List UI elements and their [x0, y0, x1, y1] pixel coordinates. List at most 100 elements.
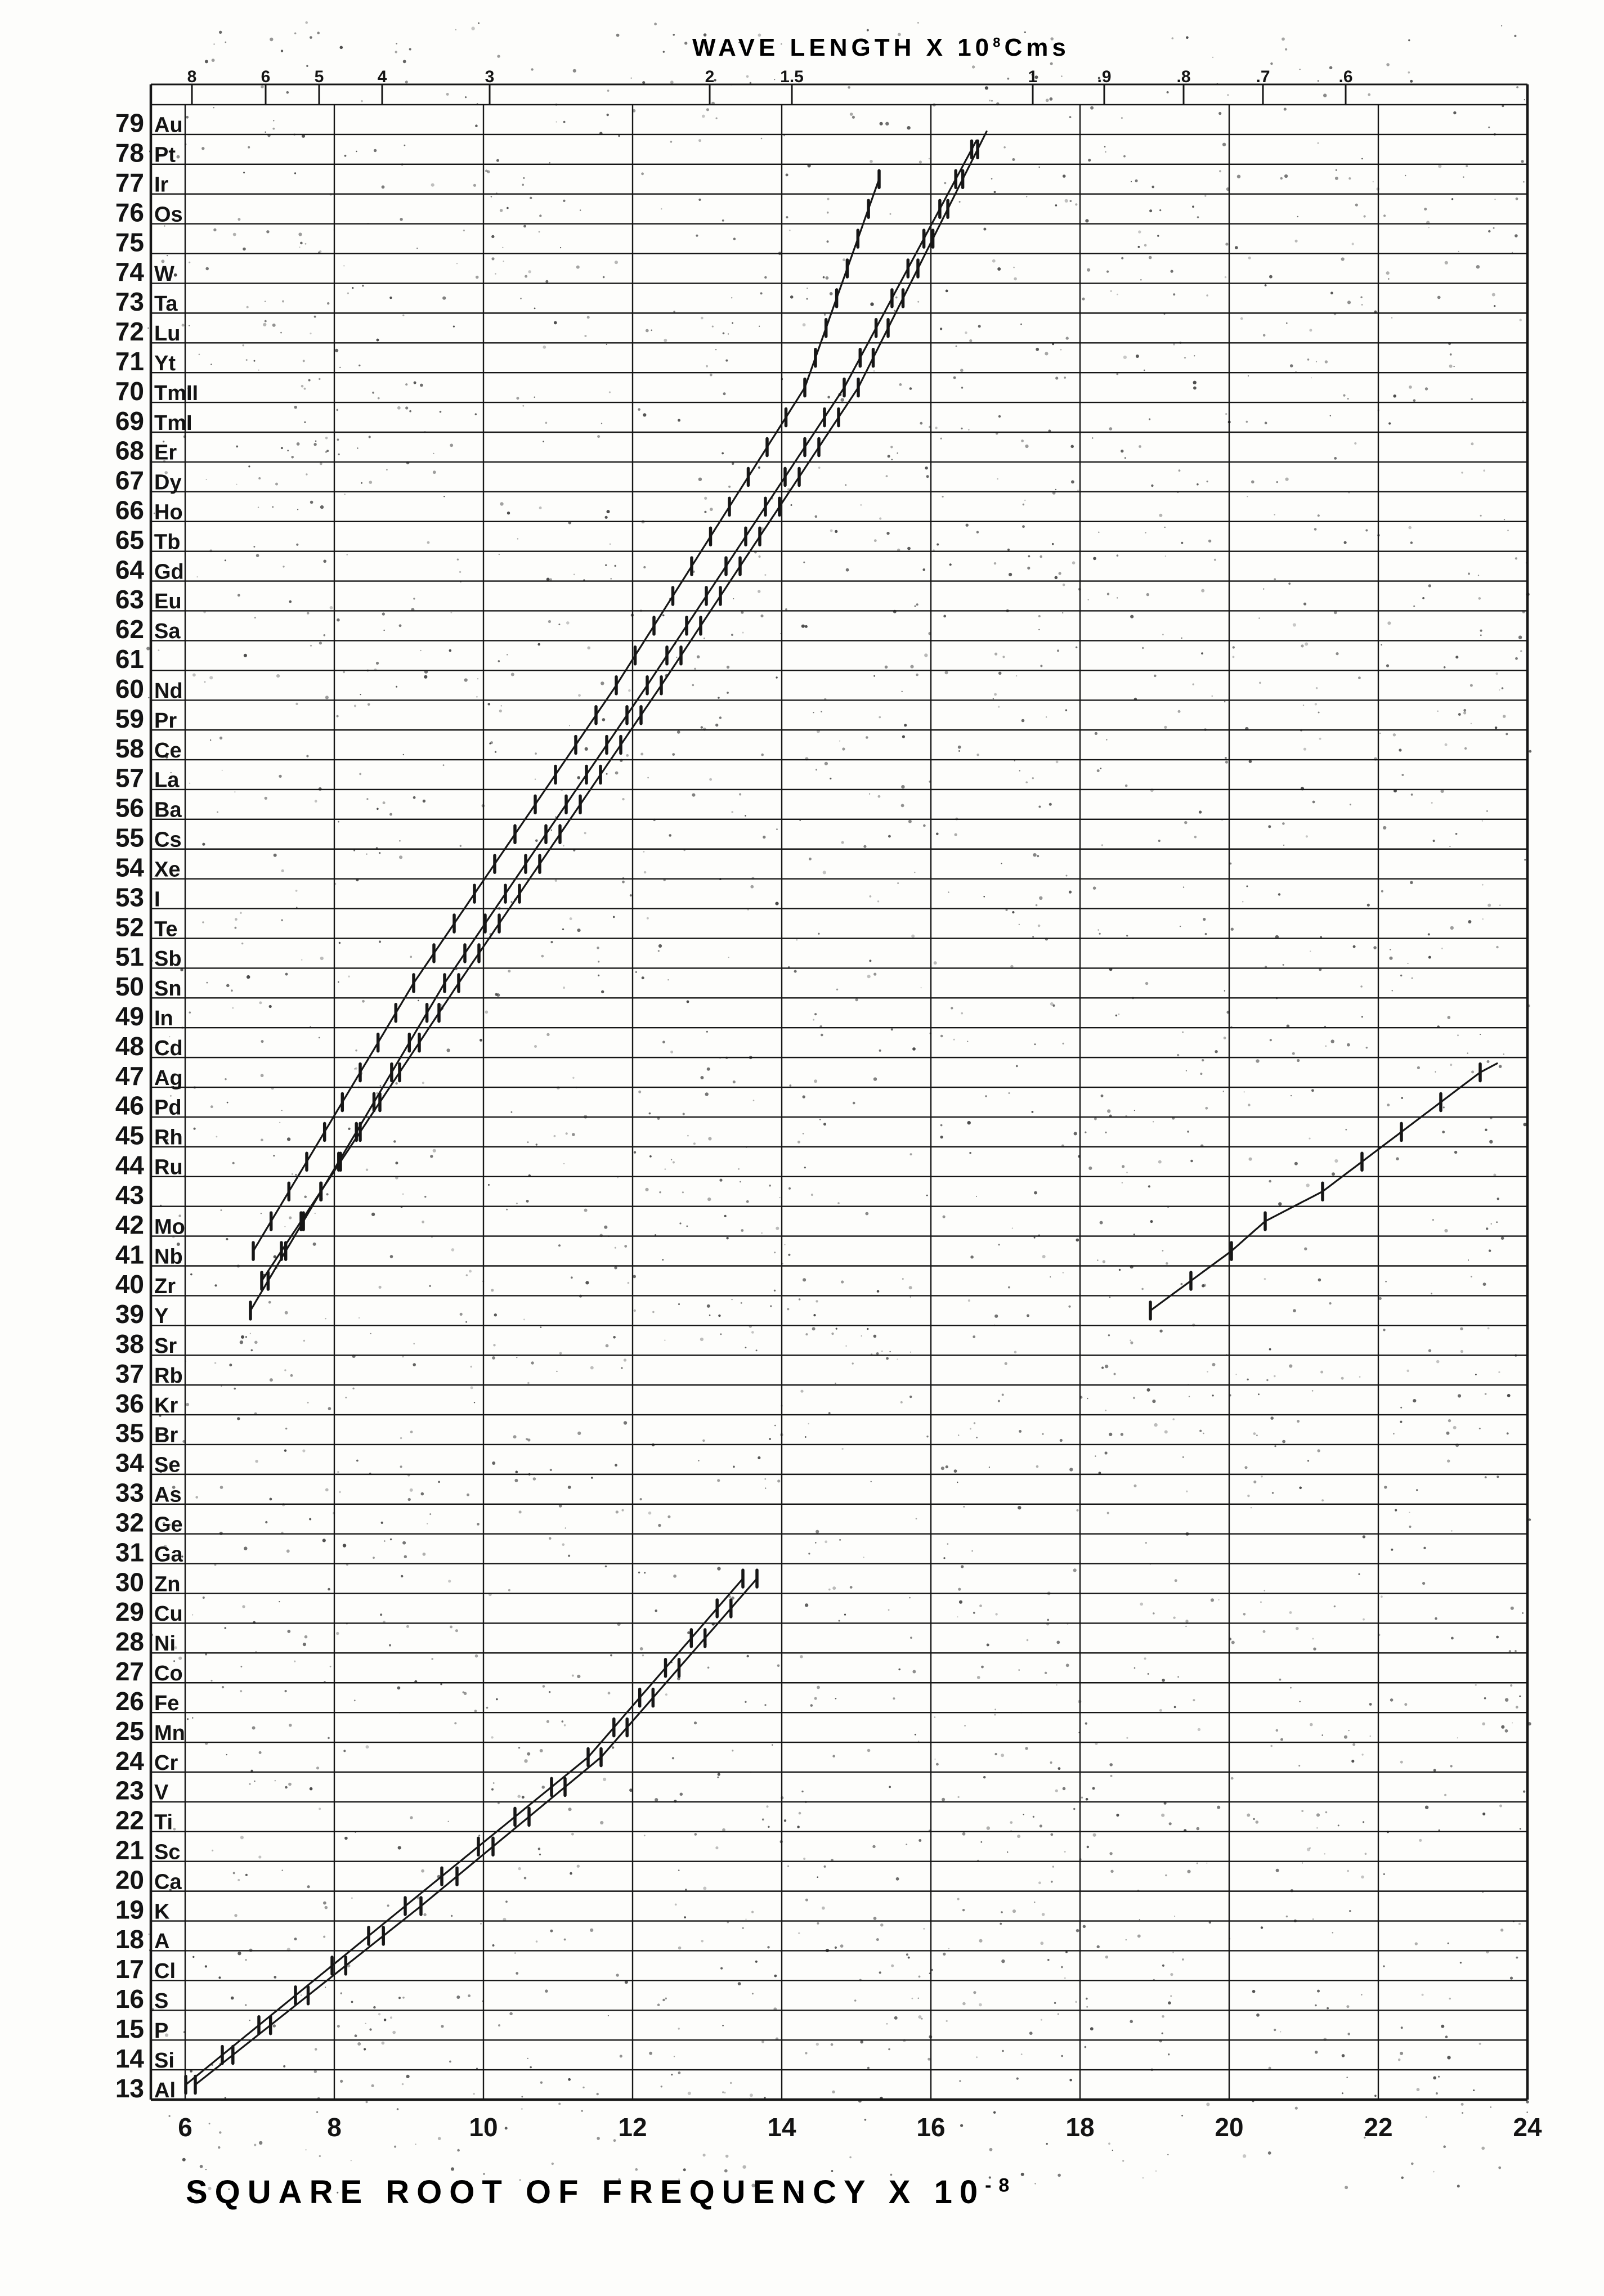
svg-text:14: 14: [115, 2044, 145, 2073]
svg-text:46: 46: [115, 1091, 144, 1120]
svg-text:Ag: Ag: [154, 1066, 183, 1090]
svg-text:61: 61: [115, 644, 144, 674]
svg-text:Si: Si: [154, 2049, 174, 2073]
svg-text:79: 79: [115, 109, 144, 138]
svg-text:74: 74: [115, 257, 145, 286]
svg-text:Al: Al: [154, 2079, 176, 2102]
svg-text:Zn: Zn: [154, 1572, 180, 1596]
svg-text:Mn: Mn: [154, 1721, 185, 1745]
svg-text:Sr: Sr: [154, 1334, 177, 1358]
svg-text:37: 37: [115, 1359, 144, 1388]
svg-text:63: 63: [115, 585, 144, 614]
svg-text:P: P: [154, 2019, 168, 2043]
svg-text:In: In: [154, 1007, 173, 1030]
svg-text:Pd: Pd: [154, 1096, 182, 1120]
svg-text:34: 34: [115, 1449, 145, 1478]
svg-text:Cu: Cu: [154, 1602, 183, 1626]
svg-text:Rb: Rb: [154, 1364, 183, 1388]
svg-text:18: 18: [1065, 2113, 1094, 2142]
svg-text:5: 5: [315, 68, 324, 86]
svg-text:17: 17: [115, 1954, 144, 1984]
svg-text:6: 6: [261, 68, 271, 86]
svg-text:4: 4: [378, 68, 387, 86]
svg-text:Ir: Ir: [154, 173, 169, 197]
svg-text:60: 60: [115, 674, 144, 703]
svg-text:23: 23: [115, 1776, 144, 1805]
svg-text:12: 12: [618, 2113, 647, 2142]
svg-text:59: 59: [115, 704, 144, 733]
svg-text:Ge: Ge: [154, 1513, 183, 1537]
svg-text:29: 29: [115, 1597, 144, 1626]
svg-text:La: La: [154, 769, 180, 792]
svg-text:W: W: [154, 262, 174, 286]
svg-text:1.5: 1.5: [780, 68, 804, 86]
svg-text:Lu: Lu: [154, 322, 180, 346]
svg-text:Sb: Sb: [154, 947, 182, 971]
svg-text:Mo: Mo: [154, 1215, 185, 1239]
svg-text:Te: Te: [154, 917, 178, 941]
svg-text:57: 57: [115, 764, 144, 793]
svg-text:31: 31: [115, 1537, 144, 1567]
svg-text:76: 76: [115, 198, 144, 227]
svg-text:8: 8: [327, 2113, 342, 2142]
svg-text:.8: .8: [1176, 68, 1190, 86]
svg-text:Au: Au: [154, 114, 183, 137]
svg-text:20: 20: [115, 1865, 144, 1894]
svg-text:38: 38: [115, 1329, 144, 1358]
svg-text:I: I: [154, 887, 160, 911]
svg-text:22: 22: [1364, 2113, 1392, 2142]
svg-text:Co: Co: [154, 1662, 183, 1685]
svg-text:V: V: [154, 1781, 169, 1805]
svg-text:68: 68: [115, 436, 144, 465]
svg-text:Br: Br: [154, 1424, 178, 1447]
svg-text:67: 67: [115, 466, 144, 495]
svg-text:Nd: Nd: [154, 679, 183, 703]
svg-text:13: 13: [115, 2074, 144, 2103]
svg-text:Ho: Ho: [154, 501, 183, 524]
svg-text:51: 51: [115, 942, 144, 971]
svg-text:Cl: Cl: [154, 1959, 176, 1983]
svg-text:As: As: [154, 1483, 182, 1507]
svg-text:47: 47: [115, 1061, 144, 1091]
svg-text:Zr: Zr: [154, 1275, 176, 1298]
svg-text:45: 45: [115, 1121, 144, 1150]
svg-text:49: 49: [115, 1002, 144, 1031]
svg-text:Sn: Sn: [154, 977, 182, 1001]
svg-text:Gd: Gd: [154, 560, 184, 584]
svg-text:Fe: Fe: [154, 1692, 179, 1715]
svg-text:54: 54: [115, 853, 145, 882]
svg-text:2: 2: [705, 68, 715, 86]
svg-text:6: 6: [178, 2113, 192, 2142]
svg-text:14: 14: [767, 2113, 796, 2142]
svg-text:Ca: Ca: [154, 1870, 182, 1894]
svg-text:50: 50: [115, 972, 144, 1001]
svg-text:.6: .6: [1338, 68, 1352, 86]
svg-text:16: 16: [115, 1984, 144, 2014]
svg-text:43: 43: [115, 1181, 144, 1210]
svg-text:42: 42: [115, 1210, 144, 1239]
svg-text:S: S: [154, 1989, 168, 2013]
svg-text:44: 44: [115, 1151, 145, 1180]
svg-text:25: 25: [115, 1716, 144, 1746]
svg-text:Xe: Xe: [154, 858, 180, 881]
svg-text:15: 15: [115, 2014, 144, 2043]
svg-text:30: 30: [115, 1567, 144, 1597]
svg-text:71: 71: [115, 347, 144, 376]
svg-text:Pt: Pt: [154, 144, 176, 167]
svg-text:70: 70: [115, 376, 144, 406]
svg-text:16: 16: [916, 2113, 945, 2142]
svg-text:26: 26: [115, 1687, 144, 1716]
svg-text:Se: Se: [154, 1454, 180, 1477]
svg-text:66: 66: [115, 496, 144, 525]
svg-text:22: 22: [115, 1806, 144, 1835]
svg-text:Kr: Kr: [154, 1394, 178, 1418]
svg-text:Cs: Cs: [154, 828, 182, 852]
svg-text:72: 72: [115, 317, 144, 346]
svg-text:39: 39: [115, 1299, 144, 1329]
svg-text:27: 27: [115, 1657, 144, 1686]
svg-text:35: 35: [115, 1419, 144, 1448]
svg-text:32: 32: [115, 1508, 144, 1537]
svg-text:56: 56: [115, 793, 144, 823]
svg-text:A: A: [154, 1930, 169, 1953]
svg-text:Rh: Rh: [154, 1126, 183, 1150]
